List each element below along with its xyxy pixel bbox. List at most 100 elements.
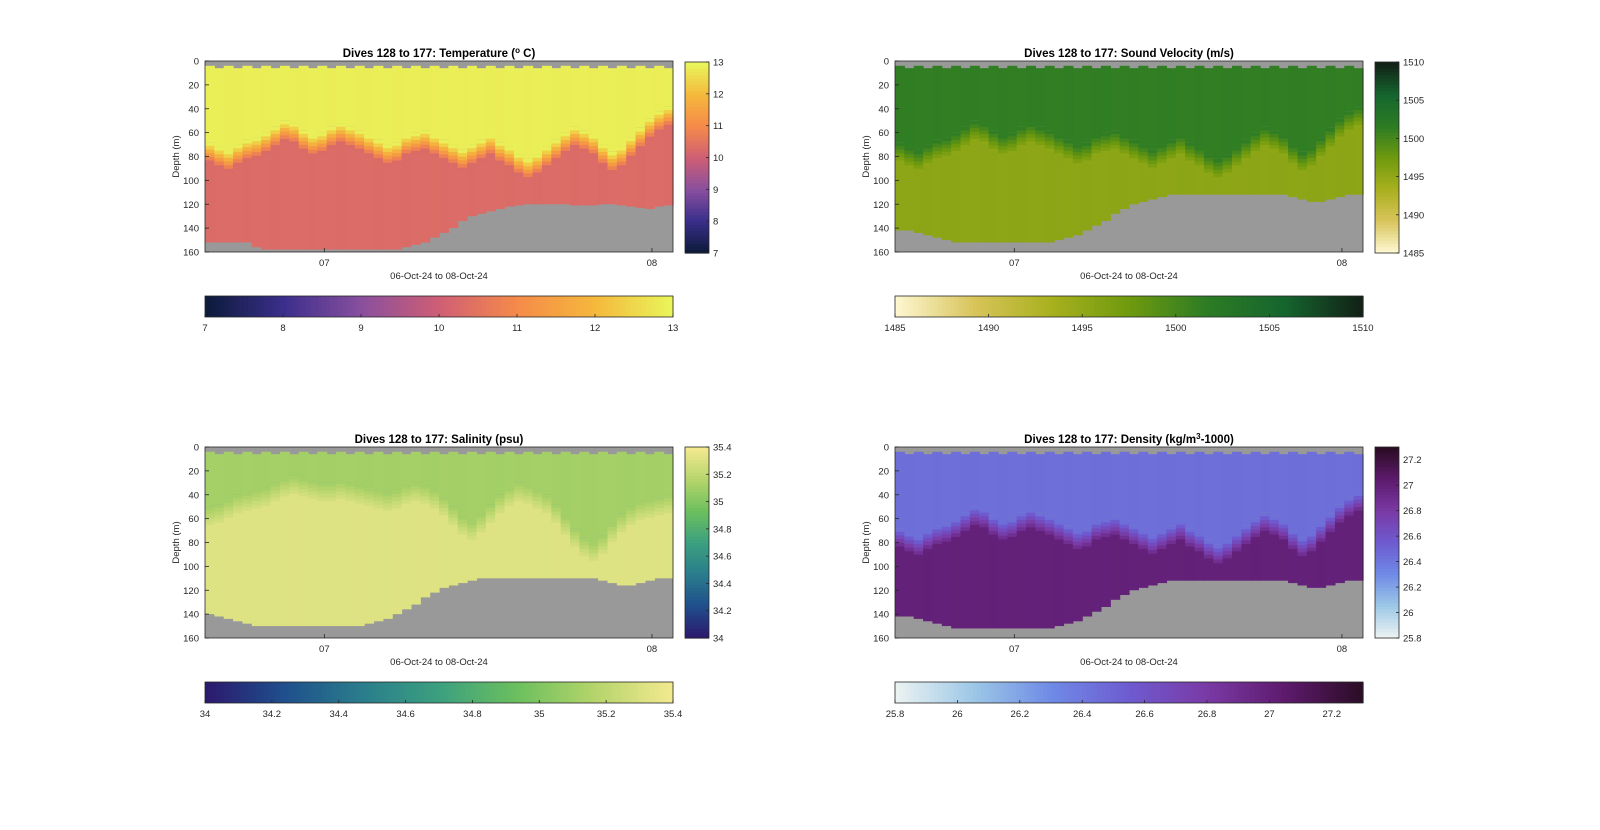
data-column-upper — [345, 454, 356, 483]
colorbar-segment — [992, 296, 997, 317]
data-column-transition — [1100, 143, 1111, 148]
data-column-transition — [1016, 133, 1027, 139]
data-column-transition — [997, 146, 1008, 151]
data-column-transition — [923, 537, 934, 543]
data-column-transition — [1260, 141, 1270, 146]
data-column-transition — [1157, 151, 1168, 157]
colorbar-segment — [1054, 682, 1060, 703]
colorbar-tick-label: 35.2 — [597, 709, 616, 720]
colorbar-segment — [1179, 682, 1185, 703]
data-column-transition — [913, 547, 924, 552]
data-column-transition — [1213, 177, 1224, 182]
data-column-transition — [1119, 142, 1130, 147]
data-column-transition — [588, 557, 599, 562]
data-column-transition — [289, 482, 300, 488]
data-column-lower — [1222, 176, 1233, 195]
data-column-transition — [233, 148, 244, 153]
data-column-transition — [969, 120, 980, 125]
colorbar-segment — [1090, 682, 1095, 703]
colorbar-segment — [926, 682, 931, 703]
colorbar-segment — [1327, 296, 1333, 317]
data-column-lower — [223, 521, 234, 619]
data-column-transition — [1175, 142, 1186, 147]
x-axis-label: 06-Oct-24 to 08-Oct-24 — [390, 271, 488, 282]
data-column-transition — [1166, 143, 1177, 148]
data-column-transition — [1222, 165, 1233, 170]
colorbar-segment — [941, 682, 947, 703]
data-column-transition — [932, 544, 943, 549]
y-tick-label: 100 — [873, 562, 889, 573]
data-column-transition — [588, 560, 599, 565]
data-column-upper — [1026, 65, 1036, 124]
data-column-upper — [607, 68, 618, 152]
data-column-lower — [420, 507, 431, 598]
x-tick-label: 08 — [647, 258, 658, 269]
colorbar-segment — [431, 296, 436, 317]
y-tick-label: 20 — [878, 466, 889, 477]
data-column-transition — [513, 486, 524, 491]
colorbar-segment — [685, 536, 709, 540]
data-column-lower — [392, 164, 403, 250]
data-column-transition — [1344, 508, 1355, 513]
data-column-transition — [504, 505, 515, 511]
data-column-lower — [1091, 157, 1102, 226]
data-column-transition — [429, 153, 440, 158]
data-column-transition — [457, 527, 468, 532]
data-column-transition — [317, 482, 328, 487]
data-column-transition — [1213, 559, 1224, 564]
data-column-transition — [1026, 137, 1036, 142]
data-column-transition — [969, 506, 980, 511]
data-column-lower — [960, 534, 971, 629]
data-column-transition — [1297, 548, 1308, 553]
colorbar-segment — [411, 296, 417, 317]
data-column-transition — [1026, 512, 1036, 517]
data-column-transition — [560, 143, 571, 148]
data-column-transition — [1213, 552, 1224, 557]
data-column-lower — [1185, 550, 1196, 581]
colorbar-segment — [212, 682, 218, 703]
data-column-transition — [1203, 543, 1214, 548]
colorbar-segment — [353, 296, 358, 317]
colorbar-segment — [1191, 296, 1196, 317]
data-column-transition — [1278, 153, 1289, 158]
data-column-lower — [326, 504, 337, 627]
data-column-transition — [644, 121, 655, 127]
data-column-transition — [1147, 542, 1158, 547]
data-column-upper — [223, 65, 234, 151]
x-tick-label: 08 — [1337, 644, 1348, 655]
colorbar-segment — [345, 682, 350, 703]
colorbar-segment — [302, 296, 307, 317]
data-column-upper — [1119, 451, 1130, 522]
data-column-transition — [1157, 534, 1168, 539]
y-tick-label: 120 — [873, 200, 889, 211]
data-column-transition — [979, 523, 990, 528]
colorbar-segment — [685, 240, 709, 245]
data-column-transition — [1194, 165, 1205, 170]
data-column-transition — [979, 520, 990, 525]
colorbar-segment — [1375, 151, 1399, 155]
bottom-colorbar: 1485 1490 1495 1500 1505 1510 — [884, 295, 1374, 334]
data-column-lower — [1157, 166, 1168, 198]
colorbar-segment — [396, 296, 401, 317]
colorbar-segment — [259, 296, 265, 317]
data-column-transition — [635, 146, 646, 151]
data-column-lower — [960, 148, 971, 243]
data-column-lower — [233, 516, 244, 622]
colorbar-segment — [1347, 682, 1352, 703]
data-column-transition — [448, 155, 459, 160]
colorbar-segment — [969, 296, 974, 317]
data-column-transition — [1260, 519, 1270, 525]
data-column-transition — [1016, 527, 1027, 532]
data-column-transition — [895, 546, 905, 551]
colorbar-segment — [641, 682, 647, 703]
colorbar-segment — [247, 296, 253, 317]
colorbar-segment — [1242, 296, 1247, 317]
colorbar-segment — [622, 296, 627, 317]
data-column-transition — [429, 493, 440, 498]
colorbar-segment — [1168, 296, 1173, 317]
data-column-transition — [382, 496, 393, 501]
data-column-transition — [913, 543, 924, 549]
colorbar-tick-label: 9 — [358, 323, 363, 334]
colorbar-segment — [685, 494, 709, 499]
